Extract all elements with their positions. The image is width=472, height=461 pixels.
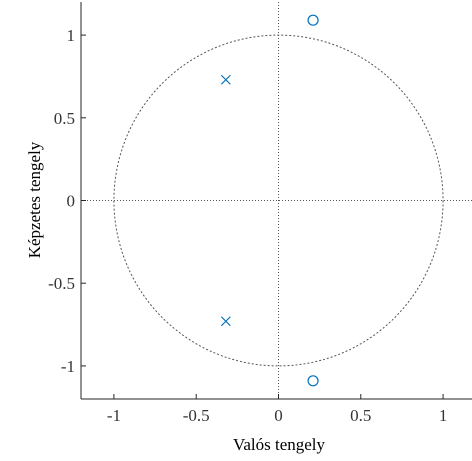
x-tick-label: 0.5	[350, 406, 371, 425]
x-tick-label: 0	[274, 406, 283, 425]
y-axis-label: Képzetes tengely	[25, 141, 44, 258]
x-tick-label: -0.5	[183, 406, 210, 425]
x-tick-label: 1	[439, 406, 448, 425]
y-tick-label: 0	[67, 192, 76, 211]
zero-marker	[307, 14, 319, 26]
y-tick-label: -0.5	[48, 274, 75, 293]
y-tick-label: 1	[67, 26, 76, 45]
x-tick-label: -1	[107, 406, 121, 425]
zero-marker	[307, 375, 319, 387]
y-tick-label: -1	[61, 357, 75, 376]
tick-labels: -1 -0.5 0 0.5 1 -1 -0.5 0 0.5 1	[48, 26, 447, 425]
x-axis-label: Valós tengely	[233, 435, 326, 454]
pole-marker	[220, 74, 231, 85]
y-tick-label: 0.5	[54, 109, 75, 128]
plot-area	[80, 2, 472, 400]
pole-marker	[220, 316, 231, 327]
